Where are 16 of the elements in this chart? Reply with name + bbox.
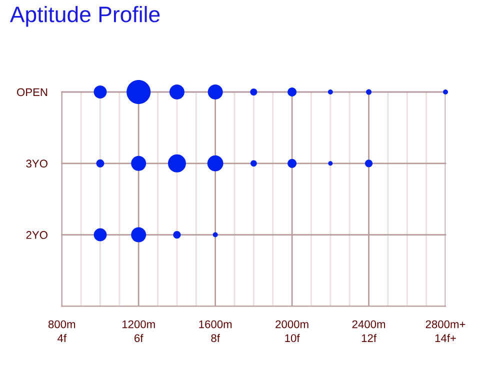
x-tick-label: 2400m <box>352 320 386 328</box>
x-tick-label: 2000m <box>276 320 308 328</box>
y-tick-label: 2YO <box>26 231 48 239</box>
x2-tick-label: 4f <box>57 334 67 342</box>
x2-tick-label: 6f <box>134 334 144 342</box>
x2-tick-label: 14f+ <box>435 334 456 342</box>
y-tick-label: 3YO <box>26 160 48 168</box>
chart-title: Aptitude Profile <box>10 6 160 27</box>
x-tick-label: 2800m+ <box>426 320 466 328</box>
x2-tick-label: 8f <box>211 334 220 342</box>
x-tick-label: 800m <box>48 320 76 328</box>
x2-tick-label: 12f <box>362 334 377 342</box>
x-tick-label: 1200m <box>122 320 155 328</box>
x2-tick-label: 10f <box>285 334 300 342</box>
x-tick-label: 1600m <box>199 320 232 328</box>
y-tick-label: OPEN <box>17 88 48 96</box>
